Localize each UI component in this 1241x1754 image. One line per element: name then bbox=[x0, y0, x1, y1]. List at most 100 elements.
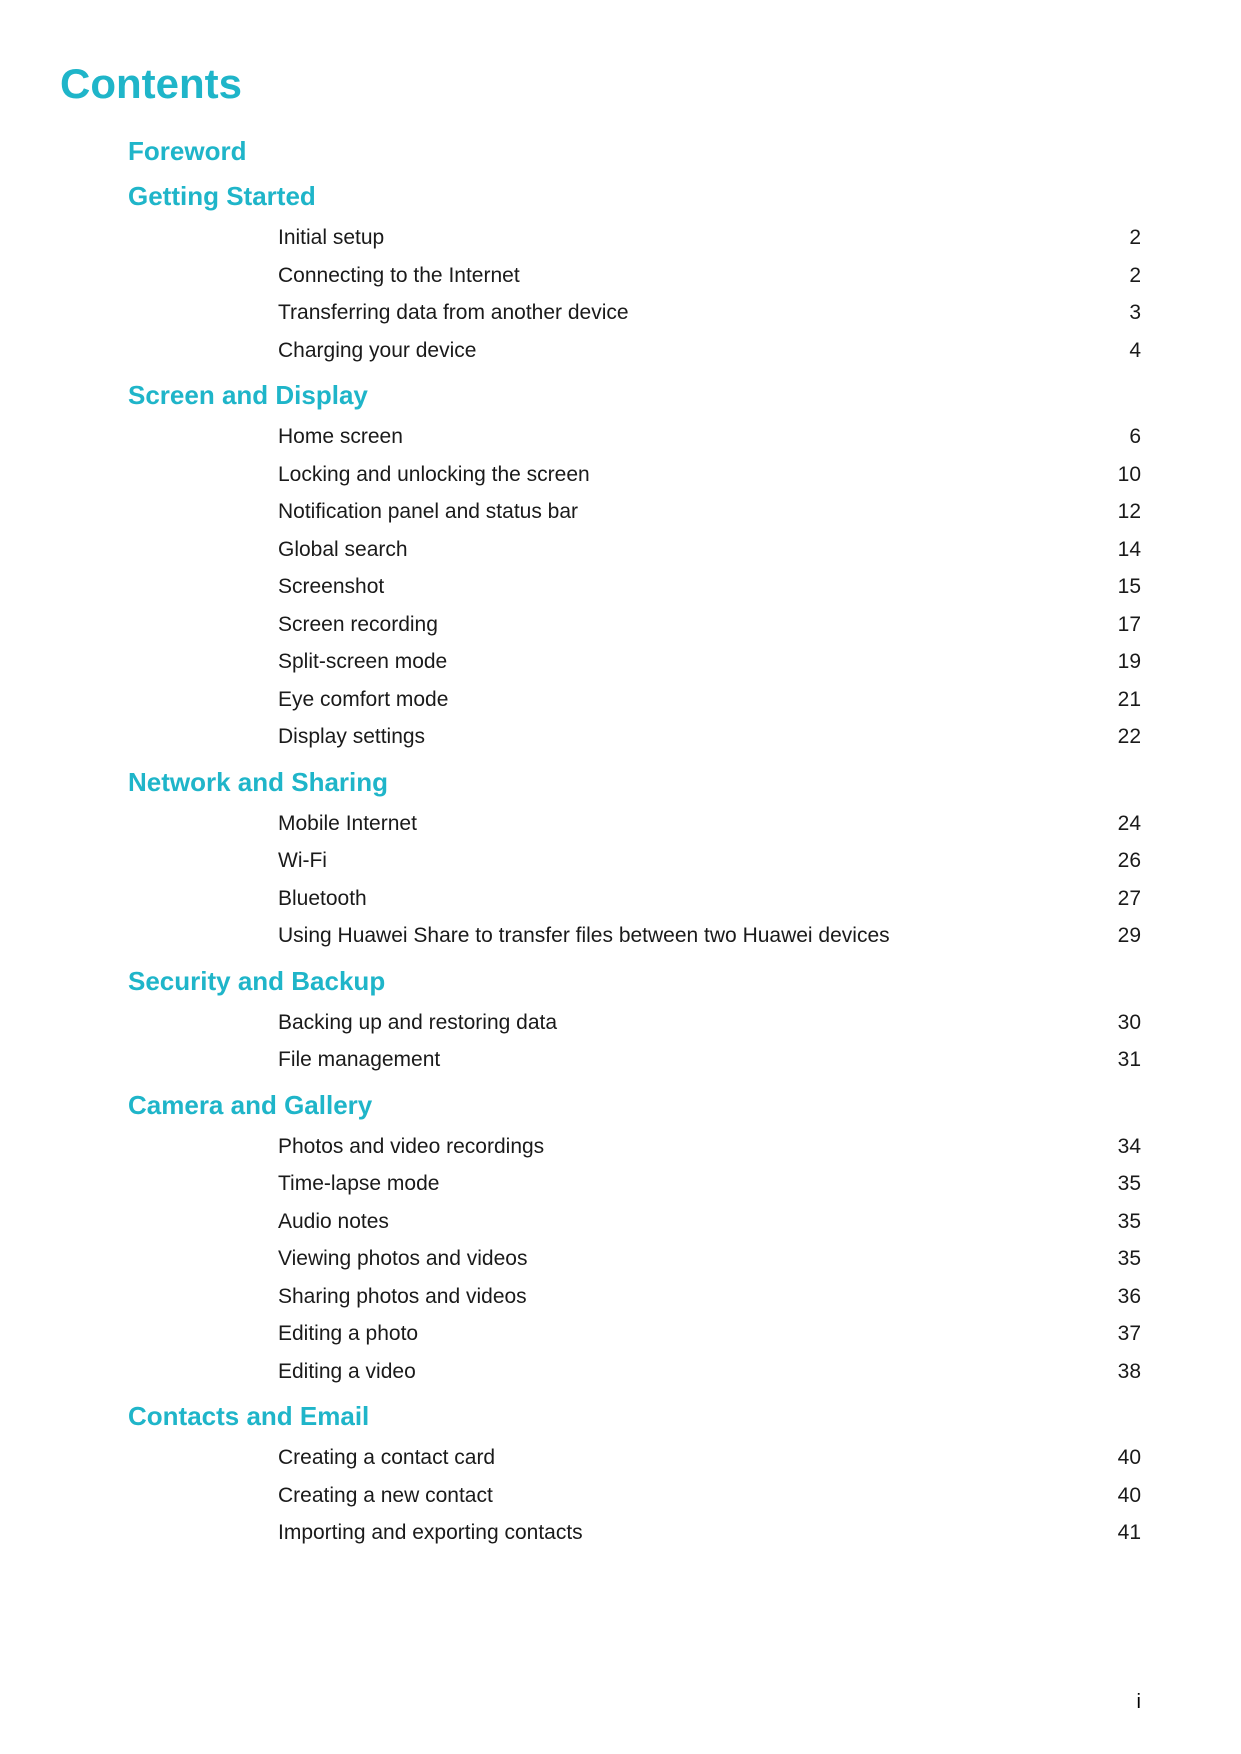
toc-entry-title: Screenshot bbox=[278, 571, 1101, 603]
toc-entry-title: Editing a video bbox=[278, 1356, 1101, 1388]
toc-entry-title: Wi-Fi bbox=[278, 845, 1101, 877]
toc-entry[interactable]: Initial setup2 bbox=[278, 222, 1141, 254]
toc-entry-page: 6 bbox=[1101, 421, 1141, 453]
toc-entry-page: 41 bbox=[1101, 1517, 1141, 1549]
toc-section: Foreword bbox=[60, 136, 1141, 167]
toc-entry-title: Global search bbox=[278, 534, 1101, 566]
toc-entry[interactable]: File management31 bbox=[278, 1044, 1141, 1076]
toc-entry-title: Importing and exporting contacts bbox=[278, 1517, 1101, 1549]
toc-entry-title: Time-lapse mode bbox=[278, 1168, 1101, 1200]
toc-section: Contacts and Email Creating a contact car… bbox=[60, 1401, 1141, 1549]
toc-entry-page: 21 bbox=[1101, 684, 1141, 716]
toc-entry[interactable]: Viewing photos and videos35 bbox=[278, 1243, 1141, 1275]
toc-entry[interactable]: Screenshot15 bbox=[278, 571, 1141, 603]
toc-entry[interactable]: Display settings22 bbox=[278, 721, 1141, 753]
toc-entry[interactable]: Time-lapse mode35 bbox=[278, 1168, 1141, 1200]
toc-entry-page: 4 bbox=[1101, 335, 1141, 367]
toc-entry-title: Transferring data from another device bbox=[278, 297, 1101, 329]
toc-entry-title: Viewing photos and videos bbox=[278, 1243, 1101, 1275]
toc-entry[interactable]: Split-screen mode19 bbox=[278, 646, 1141, 678]
toc-entry[interactable]: Sharing photos and videos36 bbox=[278, 1281, 1141, 1313]
toc-entry-title: Creating a contact card bbox=[278, 1442, 1101, 1474]
toc-entry-title: Screen recording bbox=[278, 609, 1101, 641]
toc-entry-title: Split-screen mode bbox=[278, 646, 1101, 678]
toc-entry-title: Mobile Internet bbox=[278, 808, 1101, 840]
toc-entry[interactable]: Global search14 bbox=[278, 534, 1141, 566]
toc-entry-page: 12 bbox=[1101, 496, 1141, 528]
page-number: i bbox=[1137, 1691, 1141, 1714]
section-heading[interactable]: Getting Started bbox=[128, 181, 1141, 212]
toc-entry-title: Connecting to the Internet bbox=[278, 260, 1101, 292]
toc-entry-page: 17 bbox=[1101, 609, 1141, 641]
page-title: Contents bbox=[60, 60, 1141, 108]
toc-entry[interactable]: Photos and video recordings34 bbox=[278, 1131, 1141, 1163]
section-heading[interactable]: Screen and Display bbox=[128, 380, 1141, 411]
section-heading[interactable]: Camera and Gallery bbox=[128, 1090, 1141, 1121]
sections-container: ForewordGetting StartedInitial setup2Con… bbox=[60, 136, 1141, 1549]
section-heading[interactable]: Network and Sharing bbox=[128, 767, 1141, 798]
toc-entry[interactable]: Creating a contact card40 bbox=[278, 1442, 1141, 1474]
toc-entry[interactable]: Backing up and restoring data30 bbox=[278, 1007, 1141, 1039]
toc-entry[interactable]: Creating a new contact40 bbox=[278, 1480, 1141, 1512]
toc-entry[interactable]: Transferring data from another device3 bbox=[278, 297, 1141, 329]
toc-entry-page: 40 bbox=[1101, 1442, 1141, 1474]
toc-entry-title: Display settings bbox=[278, 721, 1101, 753]
section-heading[interactable]: Security and Backup bbox=[128, 966, 1141, 997]
toc-entry-title: Initial setup bbox=[278, 222, 1101, 254]
toc-entry[interactable]: Mobile Internet24 bbox=[278, 808, 1141, 840]
toc-entry[interactable]: Locking and unlocking the screen10 bbox=[278, 459, 1141, 491]
toc-entry-title: Bluetooth bbox=[278, 883, 1101, 915]
toc-entry-page: 35 bbox=[1101, 1168, 1141, 1200]
toc-entry[interactable]: Audio notes35 bbox=[278, 1206, 1141, 1238]
toc-entry-title: Notification panel and status bar bbox=[278, 496, 1101, 528]
toc-entry-page: 10 bbox=[1101, 459, 1141, 491]
toc-entry-page: 40 bbox=[1101, 1480, 1141, 1512]
toc-entry-page: 2 bbox=[1101, 260, 1141, 292]
toc-entry-title: Home screen bbox=[278, 421, 1101, 453]
toc-entry-title: Editing a photo bbox=[278, 1318, 1101, 1350]
toc-entry[interactable]: Notification panel and status bar12 bbox=[278, 496, 1141, 528]
toc-section: Screen and DisplayHome screen6Locking an… bbox=[60, 380, 1141, 753]
toc-entry[interactable]: Screen recording17 bbox=[278, 609, 1141, 641]
toc-entry[interactable]: Eye comfort mode21 bbox=[278, 684, 1141, 716]
toc-entry-title: Audio notes bbox=[278, 1206, 1101, 1238]
toc-entry-title: Locking and unlocking the screen bbox=[278, 459, 1101, 491]
toc-entry[interactable]: Wi-Fi26 bbox=[278, 845, 1141, 877]
toc-entry-title: Backing up and restoring data bbox=[278, 1007, 1101, 1039]
toc-entry[interactable]: Charging your device4 bbox=[278, 335, 1141, 367]
toc-entry-page: 27 bbox=[1101, 883, 1141, 915]
toc-entry-page: 24 bbox=[1101, 808, 1141, 840]
toc-entry[interactable]: Bluetooth27 bbox=[278, 883, 1141, 915]
section-heading[interactable]: Contacts and Email bbox=[128, 1401, 1141, 1432]
toc-entry-page: 22 bbox=[1101, 721, 1141, 753]
toc-section: Camera and Gallery Photos and video recor… bbox=[60, 1090, 1141, 1388]
toc-entry-page: 29 bbox=[1101, 920, 1141, 952]
toc-entry-page: 30 bbox=[1101, 1007, 1141, 1039]
toc-entry-page: 19 bbox=[1101, 646, 1141, 678]
toc-entry[interactable]: Connecting to the Internet2 bbox=[278, 260, 1141, 292]
toc-entry[interactable]: Using Huawei Share to transfer files bet… bbox=[278, 920, 1141, 952]
toc-entry-title: Sharing photos and videos bbox=[278, 1281, 1101, 1313]
toc-entry-page: 38 bbox=[1101, 1356, 1141, 1388]
toc-entry-title: Using Huawei Share to transfer files bet… bbox=[278, 920, 1101, 952]
toc-entry[interactable]: Editing a video38 bbox=[278, 1356, 1141, 1388]
toc-entry-page: 36 bbox=[1101, 1281, 1141, 1313]
toc-entry-title: Charging your device bbox=[278, 335, 1101, 367]
toc-entry[interactable]: Importing and exporting contacts41 bbox=[278, 1517, 1141, 1549]
toc-entry-page: 35 bbox=[1101, 1243, 1141, 1275]
toc-entry-title: File management bbox=[278, 1044, 1101, 1076]
toc-entry[interactable]: Editing a photo37 bbox=[278, 1318, 1141, 1350]
toc-entry-title: Eye comfort mode bbox=[278, 684, 1101, 716]
toc-entry-page: 15 bbox=[1101, 571, 1141, 603]
toc-entry-title: Creating a new contact bbox=[278, 1480, 1101, 1512]
toc-section: Network and SharingMobile Internet24Wi-F… bbox=[60, 767, 1141, 952]
toc-entry-page: 14 bbox=[1101, 534, 1141, 566]
toc-entry-page: 37 bbox=[1101, 1318, 1141, 1350]
toc-entry-page: 31 bbox=[1101, 1044, 1141, 1076]
section-heading[interactable]: Foreword bbox=[128, 136, 1141, 167]
toc-entry-title: Photos and video recordings bbox=[278, 1131, 1101, 1163]
toc-entry-page: 2 bbox=[1101, 222, 1141, 254]
toc-section: Getting StartedInitial setup2Connecting … bbox=[60, 181, 1141, 366]
toc-entry[interactable]: Home screen6 bbox=[278, 421, 1141, 453]
toc-section: Security and Backup Backing up and restor… bbox=[60, 966, 1141, 1076]
